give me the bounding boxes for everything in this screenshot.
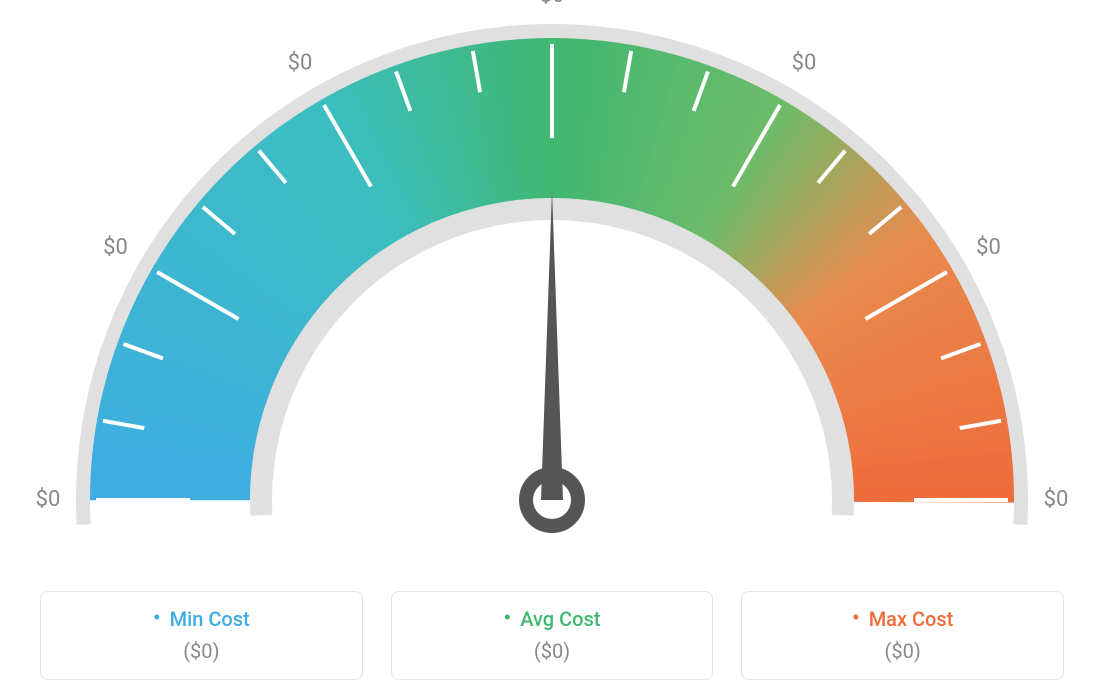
gauge-area: $0 $0 $0 $0 $0 $0 $0 <box>0 0 1104 560</box>
dot-icon: • <box>852 606 864 631</box>
tick-label: $0 <box>792 50 817 75</box>
legend-item-avg: • Avg Cost ($0) <box>391 591 714 680</box>
tick-label: $0 <box>976 235 1001 260</box>
legend-title-min: • Min Cost <box>51 606 352 631</box>
tick-label: $0 <box>288 50 313 75</box>
tick-label: $0 <box>103 235 128 260</box>
legend-value-min: ($0) <box>51 639 352 663</box>
legend-item-min: • Min Cost ($0) <box>40 591 363 680</box>
legend-label-avg: Avg Cost <box>520 607 600 631</box>
legend-title-avg: • Avg Cost <box>402 606 703 631</box>
legend-title-max: • Max Cost <box>752 606 1053 631</box>
legend-item-max: • Max Cost ($0) <box>741 591 1064 680</box>
tick-label: $0 <box>540 0 565 8</box>
tick-label: $0 <box>1044 487 1069 512</box>
gauge-svg: $0 $0 $0 $0 $0 $0 $0 <box>0 0 1104 560</box>
legend-value-avg: ($0) <box>402 639 703 663</box>
dot-icon: • <box>504 606 516 631</box>
legend-label-min: Min Cost <box>170 607 250 631</box>
legend-label-max: Max Cost <box>869 607 954 631</box>
gauge-needle <box>541 190 563 500</box>
legend-value-max: ($0) <box>752 639 1053 663</box>
legend: • Min Cost ($0) • Avg Cost ($0) • Max Co… <box>40 591 1064 680</box>
gauge-chart-container: $0 $0 $0 $0 $0 $0 $0 • Min Cost ($0) • Avg Cos… <box>0 0 1104 690</box>
tick-label: $0 <box>36 487 61 512</box>
dot-icon: • <box>153 606 165 631</box>
